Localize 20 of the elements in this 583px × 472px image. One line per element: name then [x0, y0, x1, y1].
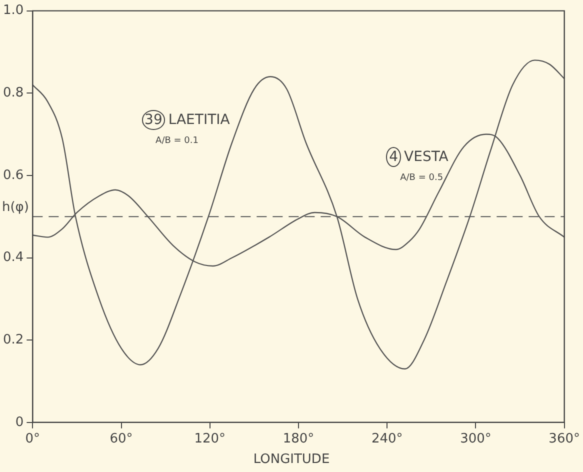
- line-series: [32, 60, 564, 370]
- y-tick-label: 1.0: [2, 3, 24, 18]
- y-tick-label: 0.8: [2, 85, 24, 100]
- y-tick-label: 0.4: [2, 250, 24, 266]
- annotation: A/B = 0.1: [156, 136, 198, 146]
- series-label: 4 VESTA: [388, 148, 448, 167]
- x-tick-label: 360°: [548, 432, 580, 447]
- series-label: 39 LAETITIA: [144, 110, 230, 130]
- y-axis-title: h(φ): [2, 200, 29, 215]
- annotation: A/B = 0.5: [400, 172, 444, 183]
- x-tick-label: 300°: [460, 432, 492, 447]
- x-axis-title: LONGITUDE: [252, 452, 331, 467]
- y-tick-label: 0.2: [2, 332, 24, 348]
- x-tick-label: 180°: [282, 432, 314, 447]
- x-tick-label: 60°: [110, 432, 133, 447]
- y-tick-label: 0.6: [2, 168, 24, 183]
- x-tick-label: 0°: [25, 432, 40, 447]
- x-tick-label: 240°: [371, 432, 403, 447]
- y-tick-label: 0: [15, 414, 24, 430]
- x-tick-label: 120°: [194, 432, 226, 447]
